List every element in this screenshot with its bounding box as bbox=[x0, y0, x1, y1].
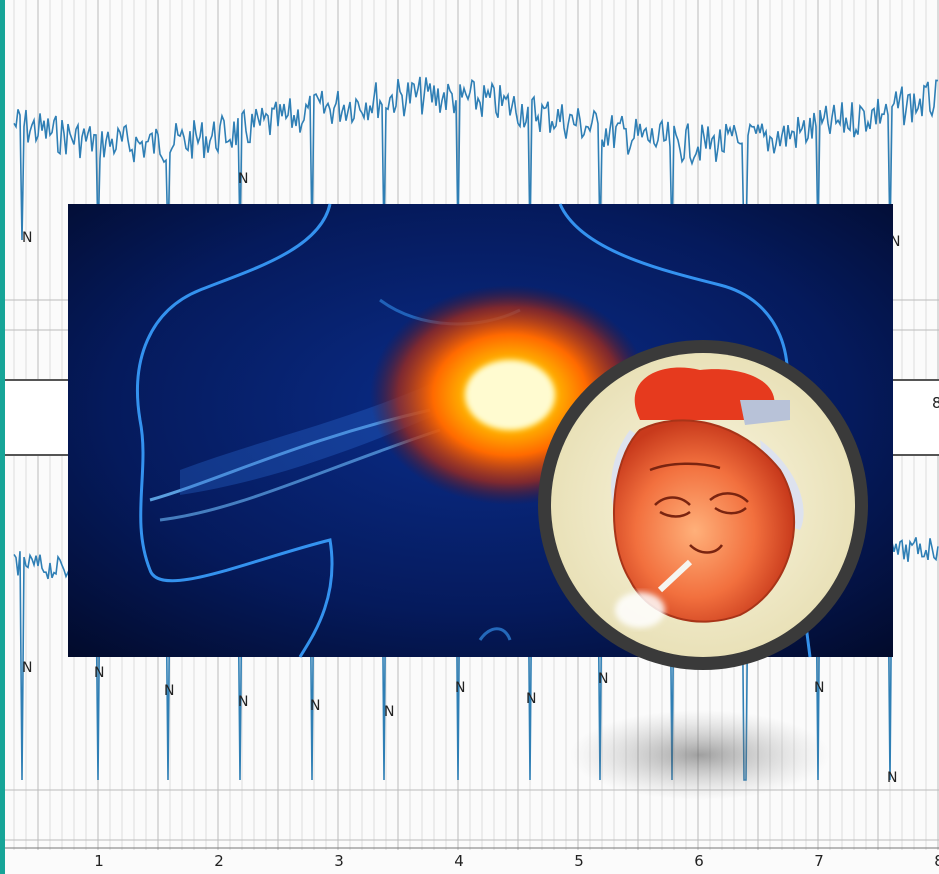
time-axis-label: 5 bbox=[574, 852, 584, 870]
beat-label: N bbox=[94, 665, 104, 681]
strip-label: 8 bbox=[932, 394, 939, 412]
time-axis-label: 7 bbox=[814, 852, 824, 870]
time-axis-label: 6 bbox=[694, 852, 704, 870]
beat-label: N bbox=[310, 698, 320, 714]
left-edge bbox=[0, 0, 5, 874]
page: NNNNNNNNNNNNNN812345678 bbox=[0, 0, 939, 874]
beat-label: N bbox=[164, 683, 174, 699]
beat-label: N bbox=[598, 671, 608, 687]
beat-label: N bbox=[384, 704, 394, 720]
beat-label: N bbox=[238, 694, 248, 710]
time-axis-label: 1 bbox=[94, 852, 104, 870]
beat-label: N bbox=[22, 230, 32, 246]
heart-medallion bbox=[538, 340, 868, 670]
beat-label: N bbox=[814, 680, 824, 696]
glow-core bbox=[465, 360, 555, 430]
beat-label: N bbox=[526, 691, 536, 707]
smoke bbox=[615, 592, 665, 628]
time-axis-label: 3 bbox=[334, 852, 344, 870]
beat-label: N bbox=[238, 171, 248, 187]
shadow bbox=[570, 710, 830, 800]
beat-label: N bbox=[887, 770, 897, 786]
time-axis-label: 4 bbox=[454, 852, 464, 870]
beat-label: N bbox=[22, 660, 32, 676]
scene: NNNNNNNNNNNNNN812345678 bbox=[0, 0, 939, 874]
beat-label: N bbox=[455, 680, 465, 696]
time-axis-label: 8 bbox=[934, 852, 939, 870]
time-axis-label: 2 bbox=[214, 852, 224, 870]
